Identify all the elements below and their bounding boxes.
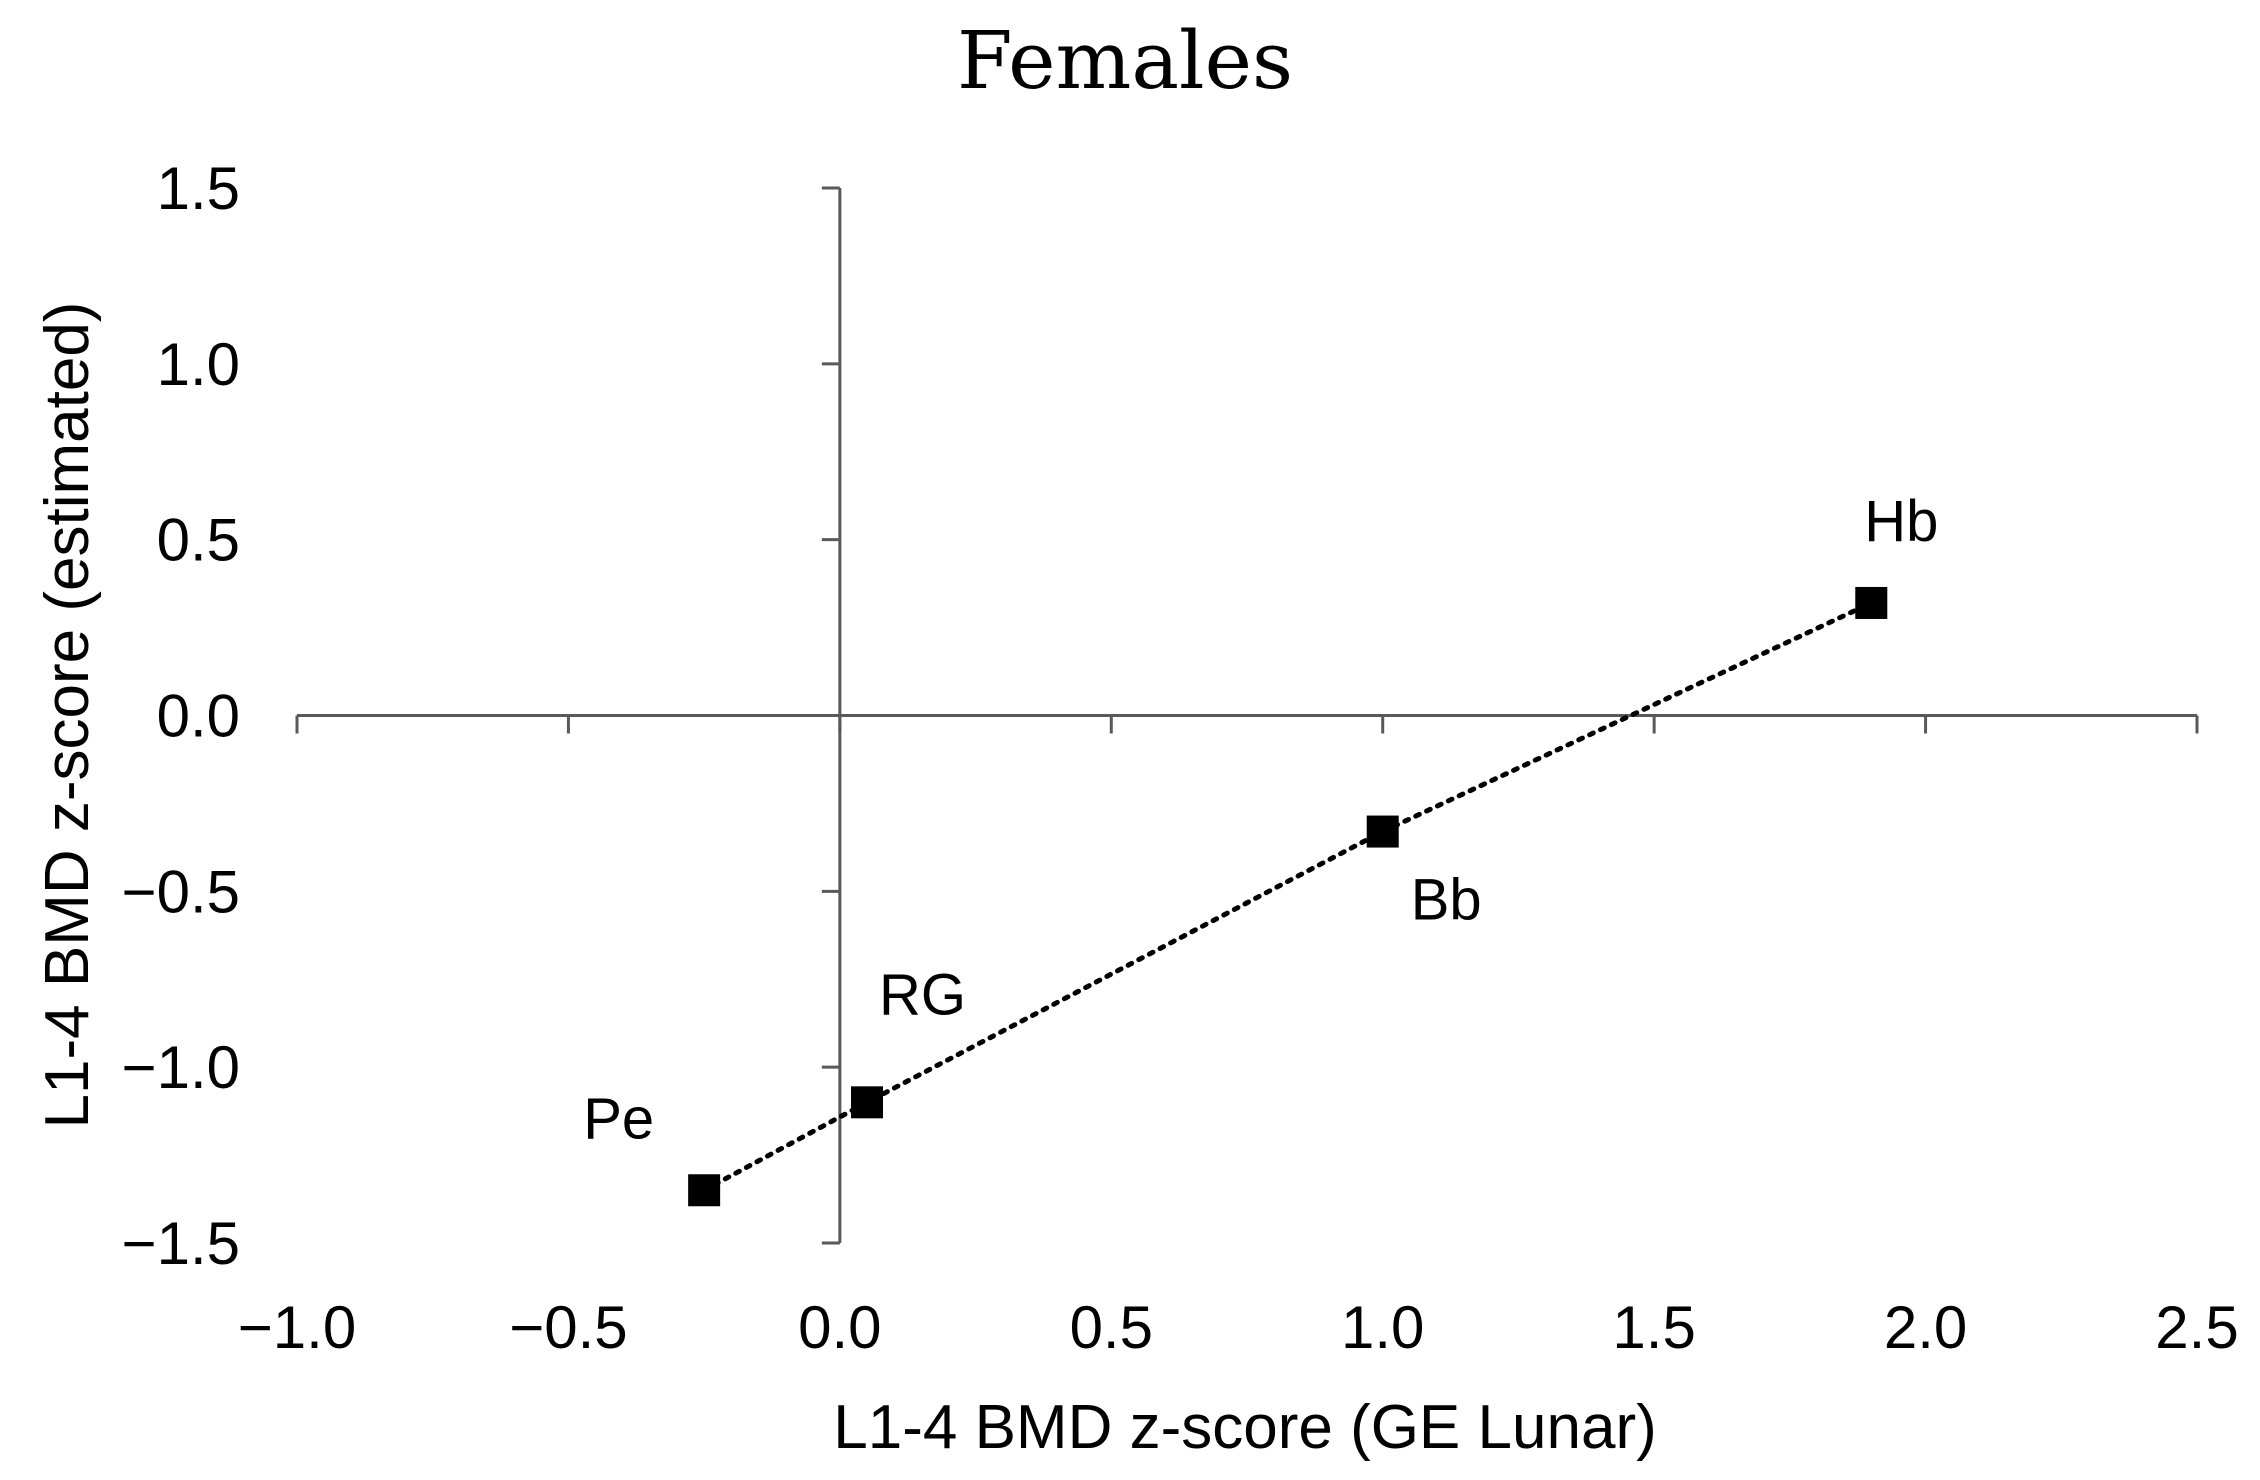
x-tick-label: 1.5: [1612, 1294, 1695, 1361]
x-axis-label: L1-4 BMD z-score (GE Lunar): [833, 1393, 1656, 1462]
data-point-bb: [1366, 815, 1399, 848]
axes: [297, 188, 2197, 1243]
y-axis-label: L1-4 BMD z-score (estimated): [33, 302, 102, 1129]
x-tick-label: 0.5: [1070, 1294, 1153, 1361]
data-point-pe: [688, 1174, 721, 1207]
trend-line: [701, 600, 1874, 1193]
y-tick-label: −1.5: [122, 1210, 240, 1277]
y-tick-label: −0.5: [122, 858, 240, 925]
x-tick-label: −0.5: [509, 1294, 627, 1361]
data-point-rg: [851, 1086, 883, 1119]
x-tick-label: −1.0: [238, 1294, 356, 1361]
y-tick-label: 1.0: [157, 331, 240, 398]
point-label-pe: Pe: [583, 1086, 654, 1151]
y-tick-label: −1.0: [122, 1034, 240, 1101]
data-point-hb: [1855, 586, 1888, 619]
y-tick-label: 1.5: [157, 155, 240, 222]
data-series: Pe RG Bb Hb: [583, 489, 1938, 1207]
y-axis-ticks: −1.5 −1.0 −0.5 0.0 0.5 1.0 1.5: [122, 155, 840, 1277]
x-tick-label: 2.0: [1884, 1294, 1967, 1361]
chart-title: Females: [957, 14, 1293, 107]
x-tick-label: 0.0: [798, 1294, 881, 1361]
y-tick-label: 0.0: [157, 683, 240, 750]
x-axis-ticks: −1.0 −0.5 0.0 0.5 1.0 1.5 2.0 2.5: [238, 715, 2239, 1361]
x-tick-label: 2.5: [2155, 1294, 2238, 1361]
point-label-bb: Bb: [1411, 868, 1482, 933]
x-tick-label: 1.0: [1341, 1294, 1424, 1361]
point-label-rg: RG: [879, 962, 966, 1027]
point-label-hb: Hb: [1864, 489, 1938, 554]
y-tick-label: 0.5: [157, 507, 240, 574]
